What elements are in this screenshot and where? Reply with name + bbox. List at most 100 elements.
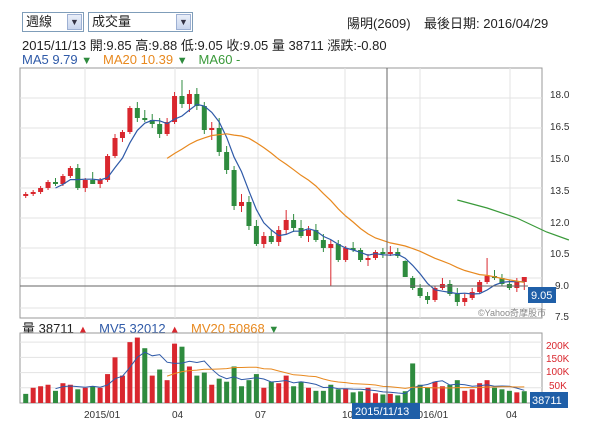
price-tick: 16.5 — [550, 122, 570, 133]
candle-body — [372, 252, 378, 258]
volume-bar — [439, 386, 445, 403]
candle-body — [350, 248, 356, 250]
candle-body — [477, 282, 483, 292]
volume-bar — [231, 366, 237, 403]
volume-bar — [447, 384, 453, 403]
up-arrow-icon: ▲ — [77, 324, 89, 336]
ma-legend: MA5 9.79 ▼ MA20 10.39 ▼ MA60 - — [22, 52, 240, 67]
chevron-down-icon[interactable]: ▼ — [67, 14, 82, 30]
volume-bar — [395, 395, 401, 403]
candle-body — [239, 202, 245, 206]
volume-bar — [239, 386, 245, 403]
indicator-select[interactable]: 成交量 ▼ — [88, 12, 193, 32]
crosshair-price-tag — [528, 287, 556, 303]
candle-body — [410, 278, 416, 288]
quote-high: 高:9.88 — [135, 38, 178, 53]
candle-body — [179, 96, 185, 104]
candle-body — [186, 94, 192, 104]
candle-body — [105, 156, 111, 180]
volume-bar — [499, 389, 505, 403]
ma5-line — [55, 103, 525, 295]
volume-bar — [298, 381, 304, 403]
x-tick: 2016/01 — [412, 410, 449, 421]
volume-bar — [209, 384, 215, 403]
volume-tick: 50K — [549, 381, 567, 392]
price-panel — [19, 67, 543, 319]
crosshair-date-label: 2015/11/13 — [355, 406, 409, 418]
x-tick: 04 — [172, 410, 184, 421]
volume-bar — [291, 386, 297, 403]
candle-body — [320, 240, 326, 248]
candle-body — [224, 152, 230, 170]
candle-body — [432, 288, 438, 300]
x-tick: 07 — [255, 410, 267, 421]
price-tick: 13.5 — [550, 186, 570, 197]
price-tick: 18.0 — [550, 90, 570, 101]
candle-body — [201, 106, 207, 130]
candle-body — [164, 122, 170, 134]
candle-body — [172, 96, 178, 122]
volume-bar — [75, 389, 81, 403]
candle-body — [313, 230, 319, 240]
candle-body — [52, 182, 58, 184]
stock-name: 陽明(2609) — [347, 16, 411, 31]
volume-bar — [186, 366, 192, 403]
x-tick: 10 — [342, 410, 354, 421]
volume-bar — [521, 391, 527, 403]
candle-body — [97, 180, 103, 184]
candle-body — [469, 292, 475, 298]
candle-body — [149, 120, 155, 124]
candle-body — [75, 168, 81, 188]
volume-bar — [328, 384, 334, 403]
crosshair-volume-label: 38711 — [532, 395, 562, 407]
candle-body — [67, 168, 73, 176]
volume-bar — [60, 383, 66, 403]
volume-bar — [372, 393, 378, 403]
volume-bar — [224, 381, 230, 403]
quote-close: 收:9.05 — [226, 38, 269, 53]
chevron-down-icon[interactable]: ▼ — [176, 14, 191, 30]
volume-bar — [484, 380, 490, 403]
volume-legend: 量 38711 ▲ MV5 32012 ▲ MV20 50868 ▼ — [22, 318, 279, 337]
volume-bar — [417, 384, 423, 403]
down-arrow-icon: ▼ — [176, 55, 188, 67]
volume-bar — [105, 374, 111, 403]
candle-body — [268, 236, 274, 242]
volume-bar — [157, 369, 163, 403]
candle-body — [328, 244, 334, 248]
quote-volume: 量 38711 — [271, 38, 324, 53]
quote-change: 漲跌:-0.80 — [327, 38, 387, 53]
volume-bar — [112, 357, 118, 403]
vol-label: 量 38711 — [22, 321, 74, 336]
candle-body — [194, 94, 200, 106]
volume-bar — [350, 392, 356, 403]
volume-bar — [127, 342, 133, 403]
volume-bar — [506, 390, 512, 403]
quote-open: 開:9.85 — [89, 38, 132, 53]
crosshair-volume-tag — [530, 392, 568, 408]
candle-body — [298, 228, 304, 236]
ma5-label: MA5 9.79 — [22, 52, 78, 67]
candle-body — [425, 296, 431, 300]
volume-bar — [45, 384, 51, 403]
volume-bar — [82, 387, 88, 403]
volume-bar — [276, 383, 282, 403]
ma20-line — [166, 133, 525, 283]
candle-body — [521, 277, 527, 282]
period-select[interactable]: 週線 ▼ — [22, 12, 84, 32]
x-tick: 04 — [506, 410, 518, 421]
down-arrow-icon: ▼ — [81, 55, 93, 67]
volume-bar — [432, 381, 438, 403]
candle-body — [365, 258, 371, 260]
volume-bar — [134, 337, 140, 403]
mv20-line — [166, 366, 525, 389]
candle-body — [253, 226, 259, 244]
volume-bar — [253, 374, 259, 403]
volume-bar — [268, 381, 274, 403]
volume-bar — [425, 387, 431, 403]
candle-body — [82, 180, 88, 188]
last-date: 最後日期: 2016/04/29 — [424, 16, 549, 31]
volume-bar — [261, 387, 267, 403]
watermark: ©Yahoo奇摩股市 — [478, 307, 546, 318]
